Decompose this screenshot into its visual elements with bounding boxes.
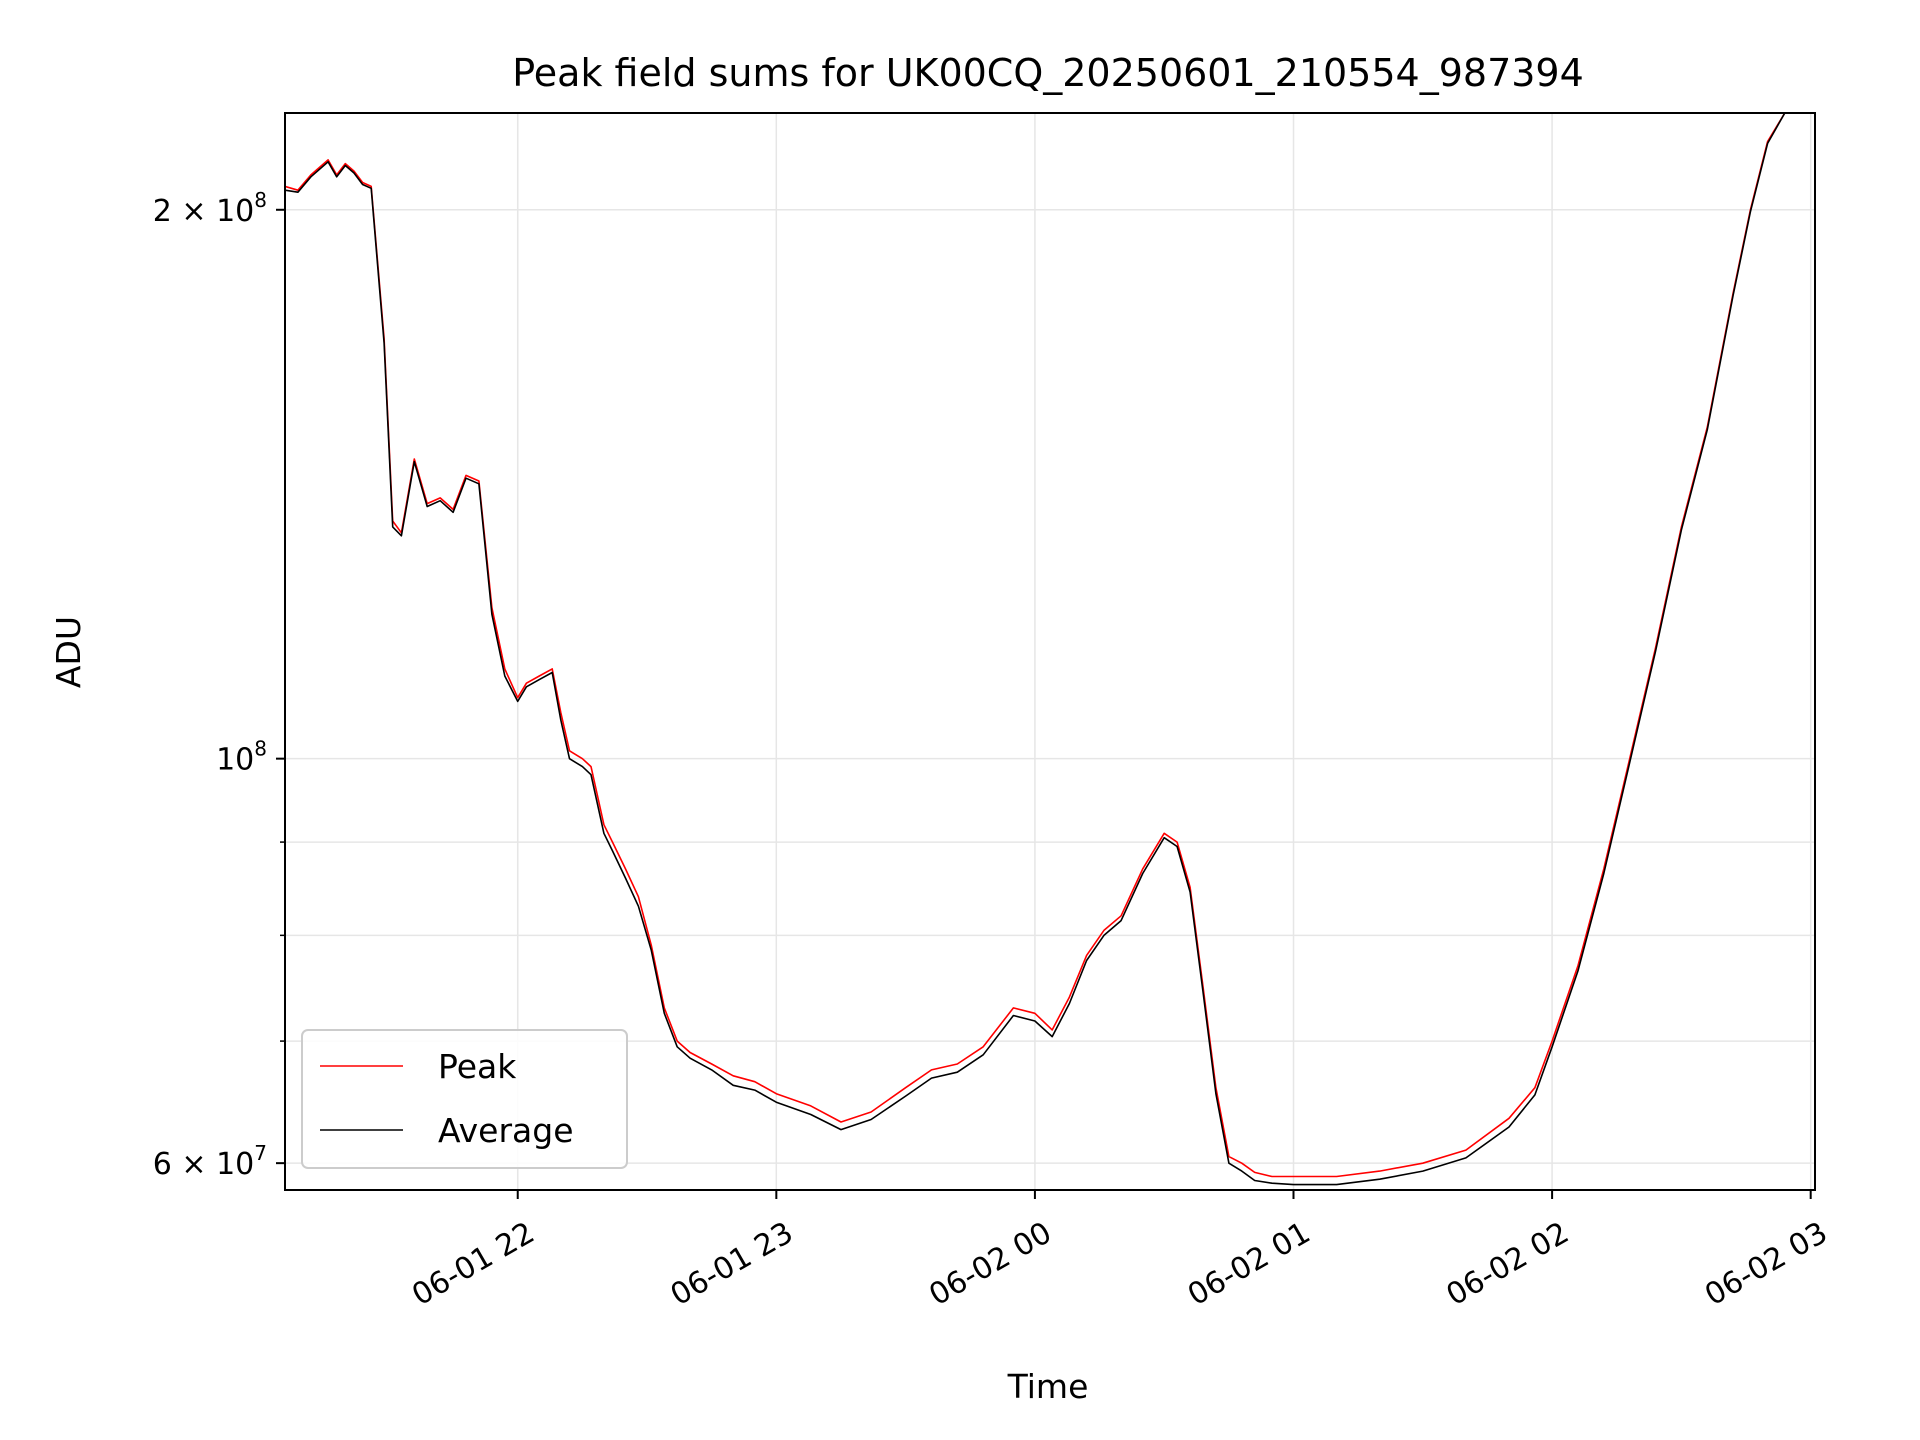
y-axis-label: ADU (49, 616, 88, 688)
legend-label-peak: Peak (438, 1047, 517, 1086)
y-tick-label: 6 × 107 (153, 1141, 267, 1182)
series-line-average (285, 113, 1815, 1186)
y-tick-label: 108 (216, 737, 267, 778)
chart-title: Peak field sums for UK00CQ_20250601_2105… (512, 51, 1584, 95)
x-axis-label: Time (1007, 1367, 1089, 1406)
y-axis-ticks: 2 × 108 108 6 × 107 (153, 188, 285, 1182)
plot-frame (284, 112, 1816, 1191)
legend-label-average: Average (438, 1111, 574, 1150)
plot-lines (285, 113, 1815, 1186)
legend: Peak Average (301, 1029, 628, 1169)
legend-box (301, 1029, 628, 1169)
y-tick-label: 2 × 108 (153, 188, 267, 229)
